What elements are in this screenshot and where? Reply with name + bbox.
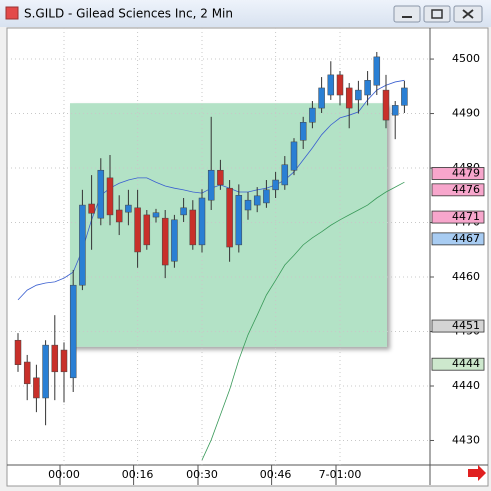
y-tick-label: 4460 — [452, 270, 480, 283]
candle-body — [299, 122, 307, 141]
x-tick-label: 00:30 — [186, 468, 218, 481]
candle-body — [345, 87, 353, 109]
price-label: 4476 — [452, 183, 480, 196]
y-tick-label: 4500 — [452, 52, 480, 65]
candle-body — [281, 164, 289, 186]
candle-body — [23, 361, 31, 385]
candle-body — [143, 214, 151, 246]
candle-body — [309, 107, 316, 123]
price-label-box — [431, 232, 485, 246]
price-label-box — [431, 319, 485, 333]
candle-body — [60, 349, 68, 373]
candle-body — [198, 197, 206, 246]
candle-body — [355, 89, 362, 101]
candle-body — [42, 344, 49, 399]
price-label-box — [431, 183, 485, 197]
x-tick-label: 00:46 — [260, 468, 292, 481]
candle-body — [33, 377, 40, 399]
candle-body — [253, 195, 261, 206]
x-tick-label: 00:00 — [48, 468, 80, 481]
price-label-box — [431, 167, 485, 180]
y-tick-label: 4440 — [452, 379, 480, 392]
candle-body — [336, 74, 344, 96]
candle-body — [161, 217, 169, 266]
plot — [7, 28, 430, 465]
candle-body — [51, 344, 59, 373]
x-tick-label: 00:16 — [122, 468, 154, 481]
price-label: 4479 — [452, 166, 480, 179]
price-label: 4467 — [452, 232, 480, 245]
candle-body — [79, 204, 86, 286]
candle-body — [97, 169, 105, 219]
candle-body — [69, 284, 77, 379]
candle-body — [364, 80, 371, 96]
candle-body — [290, 141, 298, 171]
candle-body — [327, 74, 335, 96]
candle-body — [152, 212, 160, 218]
candle-body — [189, 209, 197, 246]
candle-body — [318, 87, 325, 109]
candle-body — [217, 169, 224, 186]
candle-body — [244, 199, 252, 211]
candle-body — [226, 187, 233, 248]
candle-body — [14, 339, 22, 365]
candle-body — [125, 204, 132, 213]
close-icon — [462, 9, 474, 19]
price-label-box — [431, 210, 485, 224]
minimize-button[interactable] — [393, 5, 421, 23]
candle-body — [263, 189, 270, 204]
candle-body — [134, 207, 141, 253]
candle-body — [180, 207, 187, 216]
x-tick-label: 7-01:00 — [319, 468, 362, 481]
candle-body — [171, 219, 178, 262]
candle-body — [272, 179, 279, 191]
maximize-button[interactable] — [423, 5, 451, 23]
candle-body — [88, 203, 95, 214]
candle-body — [373, 56, 381, 86]
candle-body — [207, 169, 215, 201]
window-icon — [5, 6, 19, 20]
price-label-box — [431, 357, 485, 371]
window-buttons[interactable] — [393, 5, 483, 23]
candle-body — [235, 195, 243, 246]
moving-average — [201, 181, 405, 461]
price-label: 4444 — [452, 357, 480, 370]
candle-body — [391, 105, 399, 116]
candle-body — [382, 89, 390, 121]
price-label: 4451 — [452, 319, 480, 332]
window-title: S.GILD - Gilead Sciences Inc, 2 Min — [24, 7, 233, 21]
y-tick-label: 4430 — [452, 433, 480, 446]
candle-body — [115, 209, 123, 223]
maximize-icon — [431, 9, 443, 19]
y-tick-label: 4490 — [452, 107, 480, 120]
price-label: 4471 — [452, 210, 480, 223]
candle-body — [401, 87, 408, 106]
scroll-arrow[interactable] — [468, 465, 486, 481]
candle-body — [106, 177, 114, 216]
